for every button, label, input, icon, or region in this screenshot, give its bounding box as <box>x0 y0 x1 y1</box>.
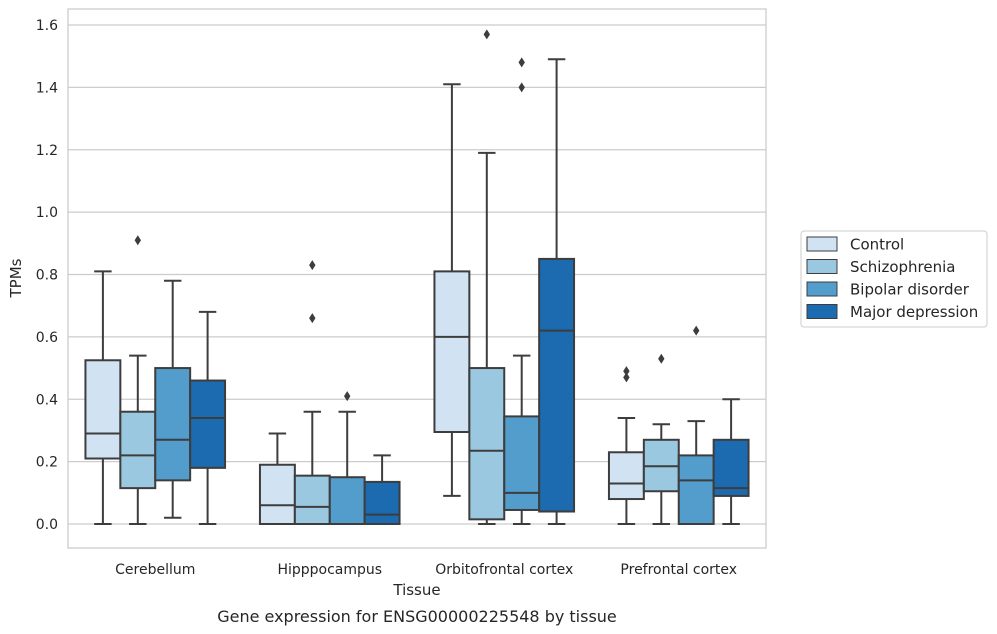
box-bipolar-disorder <box>503 57 541 525</box>
box-iqr <box>119 410 157 490</box>
outlier-point <box>134 235 141 246</box>
box-iqr <box>84 359 122 460</box>
box-schizophrenia <box>119 235 157 525</box>
box-schizophrenia <box>468 29 506 525</box>
box-schizophrenia <box>642 353 680 525</box>
x-tick-label: Hipppocampus <box>277 562 382 578</box>
y-tick-label: 1.0 <box>36 205 58 221</box>
x-tick-labels: Cerebellum Hipppocampus Orbitofrontal cort… <box>115 562 737 578</box>
box-major-depression <box>712 398 750 525</box>
legend-label: Schizophrenia <box>850 258 955 276</box>
legend-swatch <box>806 259 838 274</box>
box-iqr <box>503 415 541 511</box>
box-iqr <box>468 367 506 521</box>
outlier-point <box>483 29 490 40</box>
box-iqr <box>293 474 331 525</box>
legend-swatch <box>806 236 838 252</box>
legend-swatch <box>806 304 838 319</box>
y-tick-label: 0.0 <box>36 517 58 533</box>
legend-label: Control <box>850 236 904 254</box>
plot-frame <box>67 8 767 549</box>
box-iqr <box>363 480 401 526</box>
box-iqr <box>607 451 645 501</box>
y-tick-labels: 0.0 0.2 0.4 0.6 0.8 1.0 1.2 1.4 1.6 <box>36 18 58 533</box>
x-tick-label: Cerebellum <box>115 562 195 578</box>
legend-frame <box>800 230 988 328</box>
outlier-point <box>344 391 351 402</box>
box-schizophrenia <box>293 260 331 525</box>
box-major-depression <box>189 310 227 525</box>
box-major-depression <box>363 454 401 526</box>
outlier-point <box>518 82 525 93</box>
box-iqr <box>328 476 366 525</box>
box-control <box>433 83 471 497</box>
y-tick-label: 0.6 <box>36 330 58 346</box>
y-tick-label: 0.8 <box>36 268 58 284</box>
x-tick-label: Prefrontal cortex <box>620 562 737 578</box>
outlier-point <box>623 372 630 383</box>
box-groups <box>84 29 750 526</box>
legend-label: Bipolar disorder <box>850 281 970 299</box>
box-iqr <box>189 379 227 469</box>
figure-caption: Gene expression for ENSG00000225548 by t… <box>217 607 617 626</box>
box-iqr <box>677 454 715 526</box>
box-bipolar-disorder <box>328 391 366 525</box>
outlier-point <box>693 325 700 336</box>
y-tick-label: 0.2 <box>36 455 58 471</box>
y-tick-label: 1.6 <box>36 18 58 34</box>
box-iqr <box>712 438 750 497</box>
y-tick-label: 1.2 <box>36 143 58 159</box>
outlier-point <box>518 57 525 68</box>
legend: Control Schizophrenia Bipolar disorder Majo… <box>800 230 988 328</box>
y-axis-title: TPMs <box>7 258 25 298</box>
outlier-point <box>658 353 665 364</box>
legend-swatch <box>806 281 838 297</box>
box-bipolar-disorder <box>677 325 715 526</box>
outlier-point <box>309 313 316 324</box>
box-control <box>84 270 122 525</box>
box-iqr <box>433 270 471 433</box>
box-major-depression <box>538 58 576 525</box>
box-iqr <box>538 257 576 513</box>
legend-label: Major depression <box>850 303 978 321</box>
y-tick-label: 0.4 <box>36 392 58 408</box>
box-iqr <box>154 367 192 482</box>
box-bipolar-disorder <box>154 279 192 519</box>
outlier-point <box>623 366 630 377</box>
box-iqr <box>258 463 296 525</box>
x-tick-label: Orbitofrontal cortex <box>435 562 573 578</box>
x-axis-title: Tissue <box>392 581 440 599</box>
y-tick-label: 1.4 <box>36 80 58 96</box>
outlier-point <box>309 260 316 271</box>
box-control <box>258 432 296 525</box>
box-control <box>607 366 645 525</box>
